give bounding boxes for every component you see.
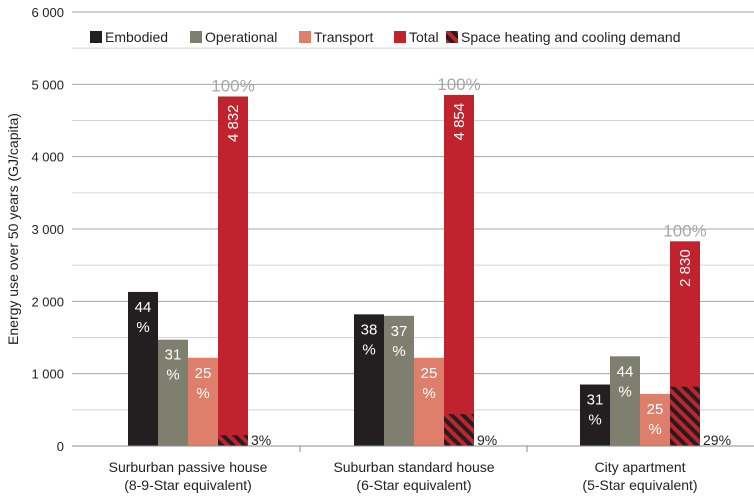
share-label-percent: % xyxy=(362,341,375,358)
legend: Embodied Operational Transport Total Space h… xyxy=(90,29,681,45)
legend-label: Space heating and cooling demand xyxy=(461,29,681,45)
legend-swatch xyxy=(446,31,458,43)
share-label-percent: % xyxy=(392,343,405,360)
legend-label: Operational xyxy=(205,29,277,45)
axes: 0 1 000 2 000 3 000 4 000 5 000 6 000 Energy us… xyxy=(5,5,754,493)
share-label-percent: % xyxy=(422,385,435,402)
bar-space-heating-1 xyxy=(218,435,248,446)
bar-operational-3 xyxy=(610,356,640,446)
legend-label: Transport xyxy=(314,29,374,45)
total-value-label: 4 854 xyxy=(451,103,468,141)
bar-total-2 xyxy=(444,94,474,447)
category-sublabel: (8-9-Star equivalent) xyxy=(124,477,252,493)
total-value-label: 2 830 xyxy=(677,249,694,287)
share-label-number: 25 xyxy=(647,401,664,418)
category-label: City apartment xyxy=(594,459,685,475)
share-label-percent: % xyxy=(648,421,661,438)
share-label-percent: % xyxy=(166,367,179,384)
share-label-number: 44 xyxy=(135,299,152,316)
bar-operational-1 xyxy=(158,339,188,446)
y-tick-label: 6 000 xyxy=(31,5,64,20)
y-tick-label: 2 000 xyxy=(31,294,64,309)
total-percent-label: 100% xyxy=(437,75,480,94)
bar-transport-1 xyxy=(188,357,218,446)
category-sublabel: (5-Star equivalent) xyxy=(582,477,697,493)
y-tick-label: 3 000 xyxy=(31,222,64,237)
bar-embodied-1 xyxy=(128,291,158,446)
share-label-number: 31 xyxy=(587,392,604,409)
share-label-number: 25 xyxy=(421,365,438,382)
total-value-label: 4 832 xyxy=(225,104,242,142)
y-tick-label: 1 000 xyxy=(31,367,64,382)
bar-embodied-2 xyxy=(354,314,384,446)
legend-swatch xyxy=(299,31,311,43)
bar-total-1 xyxy=(218,96,248,446)
share-label-number: 38 xyxy=(361,321,378,338)
share-label-number: 25 xyxy=(195,365,212,382)
share-label-number: 37 xyxy=(391,323,408,340)
bar-operational-2 xyxy=(384,315,414,446)
bar-transport-3 xyxy=(640,393,670,446)
space-heating-percent-label: 29% xyxy=(703,432,731,448)
share-label-percent: % xyxy=(196,385,209,402)
bars xyxy=(128,94,700,447)
share-label-percent: % xyxy=(588,412,601,429)
legend-label: Total xyxy=(409,29,439,45)
y-tick-label: 5 000 xyxy=(31,77,64,92)
category-label: Suburban standard house xyxy=(333,459,494,475)
bar-space-heating-3 xyxy=(670,386,700,446)
total-percent-label: 100% xyxy=(211,76,254,95)
bar-space-heating-2 xyxy=(444,414,474,446)
space-heating-percent-label: 9% xyxy=(477,432,497,448)
legend-swatch xyxy=(394,31,406,43)
legend-label: Embodied xyxy=(105,29,168,45)
space-heating-percent-label: 3% xyxy=(251,432,271,448)
share-label-number: 44 xyxy=(617,363,634,380)
bar-labels: 44% 38% 31% 31% 37% 44% 25% 25% 25% 4 832 100% 3% 4 … xyxy=(135,75,731,448)
share-label-number: 31 xyxy=(165,347,182,364)
category-label: Surburban passive house xyxy=(109,459,268,475)
total-percent-label: 100% xyxy=(663,221,706,240)
category-sublabel: (6-Star equivalent) xyxy=(356,477,471,493)
legend-swatch xyxy=(90,31,102,43)
y-tick-label: 4 000 xyxy=(31,150,64,165)
y-axis-label: Energy use over 50 years (GJ/capita) xyxy=(5,113,21,345)
y-tick-label: 0 xyxy=(57,439,64,454)
bar-embodied-3 xyxy=(580,384,610,446)
share-label-percent: % xyxy=(136,319,149,336)
bar-transport-2 xyxy=(414,357,444,446)
share-label-percent: % xyxy=(618,383,631,400)
legend-swatch xyxy=(190,31,202,43)
